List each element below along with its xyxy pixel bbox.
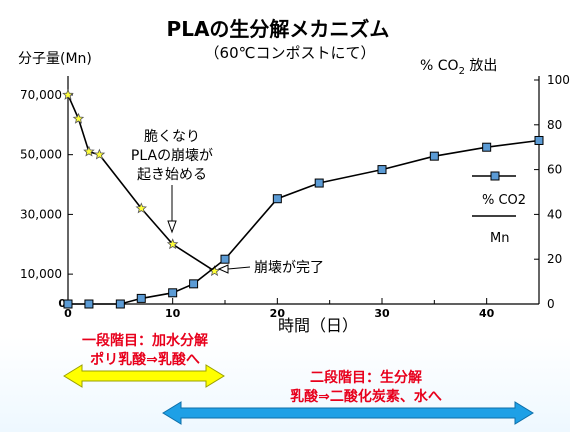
right-tick-label: 80 bbox=[547, 118, 562, 132]
left-tick-label: 10,000 bbox=[20, 267, 62, 281]
data-point--co2 bbox=[63, 299, 73, 309]
annotation-complete-text: 崩壊が完了 bbox=[254, 260, 324, 276]
data-point--co2 bbox=[84, 299, 94, 309]
chart-marks bbox=[62, 88, 544, 309]
right-tick-label: 60 bbox=[547, 163, 562, 177]
right-tick-label: 100 bbox=[547, 73, 570, 87]
legend-co2-marker bbox=[490, 171, 500, 181]
left-tick-label-zero: 0 bbox=[58, 297, 66, 310]
data-point-mn bbox=[62, 88, 74, 100]
annotation-complete-arrow-shaft bbox=[227, 266, 251, 270]
legend-mn-label: Mn bbox=[490, 231, 509, 246]
x-tick-label: 30 bbox=[374, 307, 390, 320]
data-point-mn bbox=[166, 238, 179, 250]
x-tick-label: 10 bbox=[165, 307, 181, 320]
data-point--co2 bbox=[314, 178, 324, 188]
legend-co2-label: % CO2 bbox=[482, 193, 526, 208]
data-point--co2 bbox=[189, 279, 199, 289]
annotation-brittle: 脆くなり PLAの崩壊が 起き始める bbox=[131, 128, 213, 234]
stage2-line2: 乳酸⇒二酸化炭素、水へ bbox=[290, 388, 442, 405]
chart-subtitle: （60℃コンポストにて） bbox=[205, 44, 376, 62]
data-point--co2 bbox=[534, 135, 544, 145]
right-tick-label: 0 bbox=[547, 297, 555, 311]
data-point-mn bbox=[135, 202, 147, 214]
right-tick-label: 20 bbox=[547, 252, 562, 266]
data-point--co2 bbox=[377, 165, 387, 175]
right-tick-label: 40 bbox=[547, 207, 562, 221]
stage1-arrow bbox=[63, 364, 225, 388]
data-point--co2 bbox=[429, 151, 439, 161]
x-tick-label: 20 bbox=[270, 307, 286, 320]
data-point--co2 bbox=[168, 288, 178, 298]
stage2-arrow bbox=[162, 401, 534, 425]
chart-title: PLAの生分解メカニズム bbox=[167, 17, 390, 41]
right-axis-label: % CO2 放出 bbox=[420, 58, 497, 77]
data-point-mn bbox=[83, 145, 95, 157]
series-line--co2 bbox=[68, 139, 540, 305]
series-line-mn bbox=[67, 94, 215, 272]
data-point-mn bbox=[72, 112, 85, 124]
left-tick-label: 50,000 bbox=[20, 148, 62, 162]
data-point--co2 bbox=[482, 142, 492, 152]
data-point--co2 bbox=[220, 254, 230, 264]
chart-legend: % CO2 Mn bbox=[472, 171, 526, 246]
left-axis-label: 分子量(Mn) bbox=[18, 51, 92, 67]
data-point--co2 bbox=[115, 299, 125, 309]
stage2-line1: 二段階目：生分解 bbox=[310, 369, 422, 386]
data-point--co2 bbox=[272, 194, 282, 204]
data-point--co2 bbox=[136, 293, 146, 303]
annotation-complete: 崩壊が完了 bbox=[217, 260, 324, 276]
annotation-brittle-line3: 起き始める bbox=[137, 167, 207, 183]
annotation-brittle-line2: PLAの崩壊が bbox=[131, 148, 213, 164]
data-point-mn bbox=[93, 148, 106, 160]
left-tick-label: 30,000 bbox=[20, 207, 62, 221]
left-tick-label: 70,000 bbox=[20, 88, 62, 102]
stage1-line1: 一段階目：加水分解 bbox=[82, 332, 208, 349]
x-axis-label: 時間（日） bbox=[278, 316, 358, 335]
stage1-line2: ポリ乳酸⇒乳酸へ bbox=[90, 351, 200, 368]
x-tick-label: 0 bbox=[64, 307, 72, 320]
annotation-brittle-arrow-head bbox=[167, 220, 177, 234]
x-tick-label: 40 bbox=[479, 307, 495, 320]
annotation-brittle-line1: 脆くなり bbox=[144, 128, 200, 145]
annotation-complete-arrow-head bbox=[217, 264, 229, 274]
